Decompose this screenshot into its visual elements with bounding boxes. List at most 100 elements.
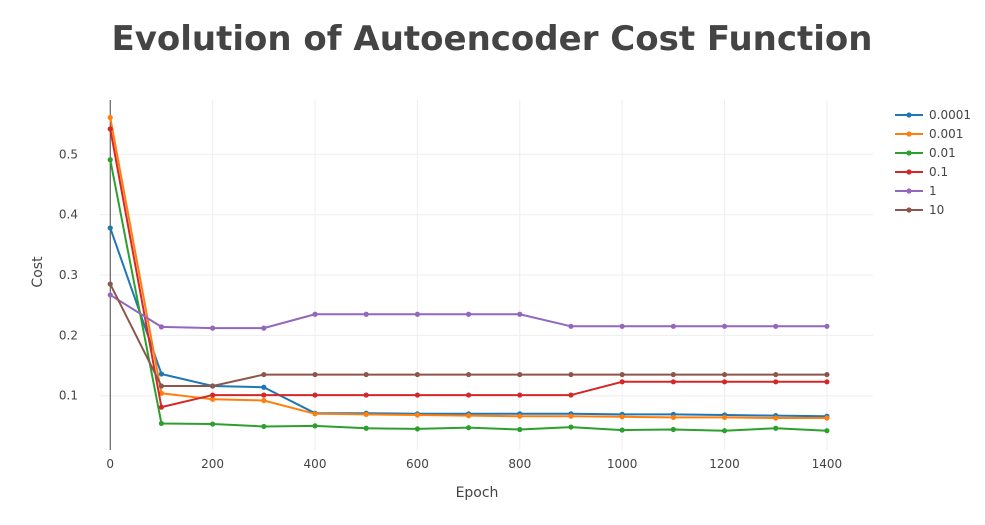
data-point[interactable]	[312, 423, 318, 429]
data-point[interactable]	[824, 323, 830, 329]
data-point[interactable]	[824, 415, 830, 421]
legend-label: 0.001	[929, 127, 963, 141]
data-point[interactable]	[824, 428, 830, 434]
data-point[interactable]	[107, 292, 113, 298]
data-point[interactable]	[312, 371, 318, 378]
data-point[interactable]	[721, 414, 728, 421]
data-point[interactable]	[619, 427, 625, 433]
data-point[interactable]	[107, 157, 113, 163]
data-point[interactable]	[363, 411, 369, 417]
x-tick-label: 1200	[709, 457, 740, 471]
data-point[interactable]	[465, 425, 472, 431]
data-point[interactable]	[619, 414, 625, 420]
data-point[interactable]	[773, 379, 779, 385]
legend-swatch-marker	[906, 131, 912, 137]
data-point[interactable]	[568, 392, 574, 398]
data-point[interactable]	[261, 392, 267, 398]
data-point[interactable]	[261, 384, 267, 390]
data-point[interactable]	[107, 114, 113, 121]
legend[interactable]: 0.0001 0.001 0.01 0.1 1 10	[895, 108, 971, 217]
data-point[interactable]	[210, 325, 216, 331]
data-point[interactable]	[670, 371, 676, 378]
data-point[interactable]	[107, 225, 113, 231]
data-point[interactable]	[312, 311, 318, 317]
series-10	[107, 281, 830, 389]
data-point[interactable]	[517, 392, 523, 398]
data-point[interactable]	[312, 411, 318, 417]
legend-label: 1	[929, 184, 937, 198]
data-point[interactable]	[465, 371, 472, 378]
grid-lines	[100, 100, 873, 450]
series-0.001	[107, 114, 830, 421]
data-point[interactable]	[773, 371, 779, 378]
data-point[interactable]	[363, 392, 369, 398]
data-point[interactable]	[158, 383, 165, 389]
data-point[interactable]	[619, 371, 625, 378]
legend-item[interactable]: 0.01	[895, 146, 956, 160]
data-point[interactable]	[568, 371, 574, 378]
data-point[interactable]	[721, 379, 728, 385]
data-point[interactable]	[670, 414, 676, 421]
data-point[interactable]	[721, 371, 728, 378]
data-point[interactable]	[414, 412, 420, 418]
data-point[interactable]	[261, 423, 267, 430]
data-point[interactable]	[107, 281, 113, 287]
legend-item[interactable]: 0.001	[895, 127, 963, 141]
data-point[interactable]	[363, 311, 369, 317]
data-point[interactable]	[773, 323, 779, 329]
data-point[interactable]	[824, 379, 830, 385]
data-point[interactable]	[721, 323, 728, 329]
data-point[interactable]	[210, 421, 216, 427]
legend-label: 0.1	[929, 165, 948, 179]
data-point[interactable]	[363, 371, 369, 378]
data-point[interactable]	[465, 413, 472, 419]
legend-item[interactable]: 0.0001	[895, 108, 971, 122]
data-point[interactable]	[261, 325, 267, 331]
legend-item[interactable]: 1	[895, 184, 937, 198]
x-tick-label: 1400	[812, 457, 843, 471]
data-point[interactable]	[261, 397, 267, 404]
data-point[interactable]	[210, 383, 216, 389]
x-axis-label: Epoch	[456, 485, 499, 501]
data-point[interactable]	[619, 323, 625, 329]
data-point[interactable]	[465, 311, 472, 317]
data-point[interactable]	[619, 379, 625, 385]
legend-item[interactable]: 10	[895, 203, 944, 217]
legend-item[interactable]: 0.1	[895, 165, 948, 179]
data-point[interactable]	[312, 392, 318, 398]
data-point[interactable]	[517, 413, 523, 419]
data-point[interactable]	[670, 379, 676, 385]
data-point[interactable]	[465, 392, 472, 398]
legend-swatch-marker	[906, 169, 912, 175]
data-point[interactable]	[414, 371, 420, 378]
y-tick-label: 0.3	[59, 268, 78, 282]
data-point[interactable]	[517, 426, 523, 433]
data-point[interactable]	[363, 425, 369, 431]
data-point[interactable]	[158, 404, 165, 410]
data-point[interactable]	[107, 126, 113, 132]
data-point[interactable]	[670, 426, 676, 433]
data-point[interactable]	[568, 323, 574, 329]
data-point[interactable]	[773, 415, 779, 421]
data-point[interactable]	[158, 371, 165, 377]
chart-title: Evolution of Autoencoder Cost Function	[111, 19, 872, 59]
data-point[interactable]	[261, 371, 267, 378]
data-point[interactable]	[517, 371, 523, 378]
data-point[interactable]	[414, 311, 420, 317]
data-point[interactable]	[773, 425, 779, 431]
data-point[interactable]	[568, 413, 574, 419]
data-point[interactable]	[824, 371, 830, 378]
x-tick-label: 800	[508, 457, 531, 471]
data-point[interactable]	[670, 323, 676, 329]
data-point[interactable]	[158, 420, 165, 427]
data-point[interactable]	[517, 311, 523, 317]
y-tick-label: 0.5	[59, 147, 78, 161]
data-point[interactable]	[414, 426, 420, 432]
data-point[interactable]	[721, 428, 728, 434]
data-point[interactable]	[414, 392, 420, 398]
data-point[interactable]	[158, 324, 165, 330]
data-point[interactable]	[210, 392, 216, 398]
data-point[interactable]	[210, 396, 216, 402]
y-tick-label: 0.2	[59, 328, 78, 342]
data-point[interactable]	[568, 424, 574, 430]
